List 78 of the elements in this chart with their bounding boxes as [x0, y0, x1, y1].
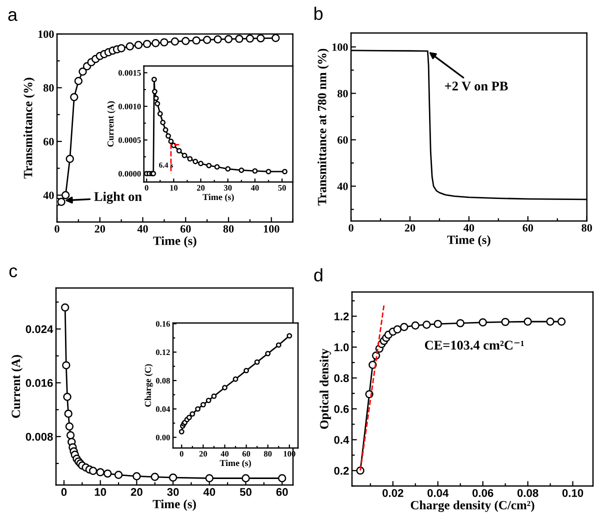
x-tick-label: 60: [522, 224, 534, 232]
chart-title: b: [314, 6, 323, 20]
x-axis-title: Time (s): [220, 460, 251, 468]
x-tick-label: 20: [130, 488, 142, 496]
x-tick-label: 0: [61, 488, 67, 496]
y-tick-label: 60: [338, 136, 348, 144]
x-tick-label: 0: [348, 224, 354, 232]
y-tick-label: 1.2: [334, 312, 349, 320]
y-tick-label: 0.6: [334, 405, 349, 413]
x-tick-label: 40: [137, 225, 148, 233]
x-tick-label: 50: [278, 185, 286, 191]
y-tick-label: 0.16: [156, 321, 170, 327]
y-tick-label: 40: [43, 192, 54, 200]
y-tick-label: 0.0010: [118, 104, 141, 110]
y-axis-title: Charge (C): [144, 364, 153, 407]
y-tick-label: 0.2: [334, 466, 349, 475]
y-tick-label: 0.04: [156, 406, 170, 412]
y-tick-label: 0.08: [156, 378, 170, 384]
x-tick-label: 50: [240, 488, 252, 496]
y-tick-label: 80: [43, 84, 54, 92]
x-tick-label: 60: [276, 488, 288, 496]
x-tick-label: 40: [250, 185, 259, 191]
x-axis-title: Time (s): [202, 194, 234, 202]
y-tick-label: 0.024: [26, 325, 54, 334]
x-axis-title: Time (s): [153, 236, 196, 248]
x-tick-label: 20: [404, 224, 416, 232]
y-tick-label: 0.0005: [118, 137, 141, 143]
x-tick-label: 0.04: [428, 489, 449, 497]
annotation: CE=103.4 cm²C⁻¹: [424, 340, 524, 350]
x-tick-label: 60: [180, 225, 191, 233]
y-axis-title: Current (A): [107, 101, 116, 147]
x-axis-title: Time (s): [152, 500, 196, 511]
y-tick-label: 0.0000: [118, 170, 141, 177]
y-tick-label: 0.00: [156, 434, 170, 440]
x-tick-label: 0.10: [562, 489, 584, 497]
x-tick-label: 40: [464, 224, 474, 232]
x-tick-label: 30: [167, 488, 179, 496]
y-axis-title: Transmittance (%): [23, 78, 35, 179]
y-tick-label: 0.8: [334, 374, 349, 382]
chart-title: c: [9, 267, 18, 278]
x-tick-label: 10: [170, 185, 178, 191]
x-tick-label: 10: [94, 488, 106, 496]
x-tick-label: 40: [203, 488, 216, 496]
x-tick-label: 80: [264, 451, 272, 457]
y-tick-label: 1.0: [334, 343, 349, 352]
y-tick-label: 0.0015: [118, 70, 141, 76]
x-tick-label: 100: [264, 225, 280, 233]
x-tick-label: 0: [144, 185, 148, 191]
x-tick-label: 60: [242, 451, 250, 457]
y-tick-label: 0.12: [156, 349, 170, 356]
y-axis-title: Current (A): [11, 355, 23, 418]
chart-title: d: [314, 268, 322, 282]
y-tick-label: 60: [44, 138, 54, 146]
x-tick-label: 0.08: [517, 489, 538, 497]
y-tick-label: 80: [338, 90, 348, 98]
x-tick-label: 20: [94, 225, 106, 233]
x-axis-title: Time (s): [447, 235, 490, 247]
x-tick-label: 40: [220, 451, 229, 457]
x-tick-label: 0.02: [382, 489, 404, 497]
annotation: Light on: [94, 192, 142, 204]
x-tick-label: 0: [180, 451, 184, 457]
y-tick-label: 0.4: [334, 436, 350, 444]
x-tick-label: 0: [54, 225, 60, 233]
y-tick-label: 100: [332, 43, 348, 51]
x-tick-label: 30: [224, 185, 232, 191]
x-tick-label: 80: [223, 225, 234, 233]
y-axis-title: Optical density: [320, 348, 331, 429]
y-tick-label: 100: [38, 30, 54, 38]
x-tick-label: 20: [199, 451, 208, 457]
x-tick-label: 20: [196, 185, 205, 191]
x-tick-label: 0.06: [472, 489, 494, 497]
x-tick-label: 80: [582, 224, 592, 232]
chart-title: a: [8, 11, 18, 22]
y-axis-title: Transmittance at 780 nm (%): [317, 48, 329, 206]
y-tick-label: 0.008: [26, 432, 53, 441]
y-tick-label: 0.016: [26, 379, 53, 387]
annotation: +2 V on PB: [445, 82, 508, 91]
x-axis-title: Charge density (C/cm²): [410, 500, 534, 512]
